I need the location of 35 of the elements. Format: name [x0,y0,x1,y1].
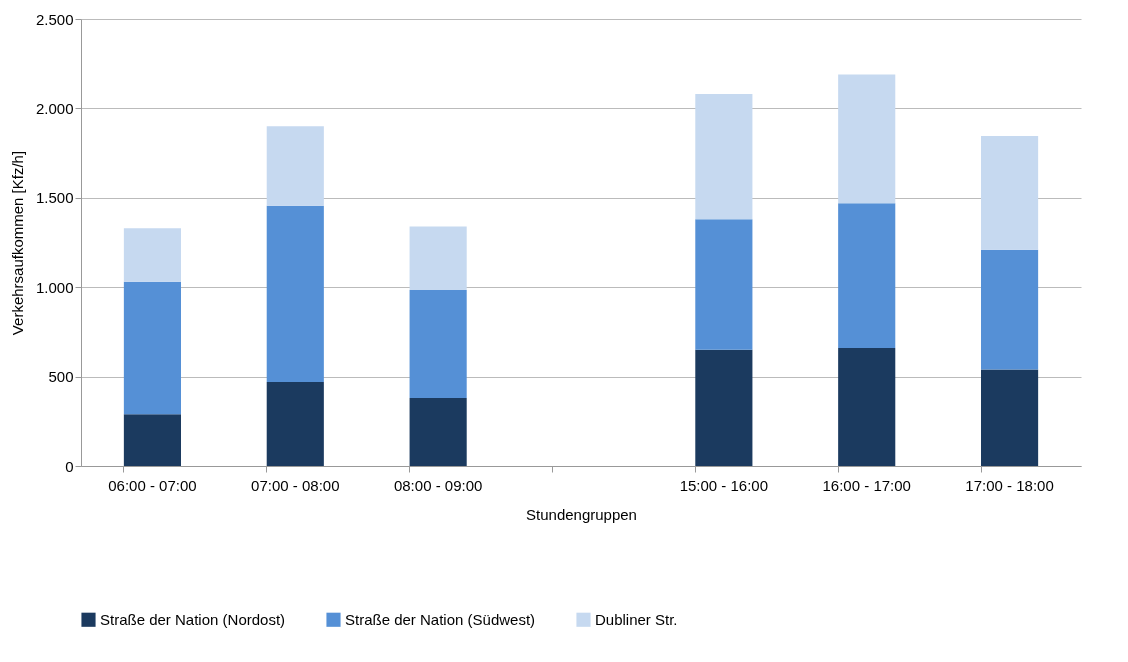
x-tick-label: 08:00 - 09:00 [393,476,483,494]
bar [838,74,896,204]
y-tick-label: 500 [48,368,74,386]
legend-label: Dubliner Str. [595,610,678,628]
y-tick-label: 1.000 [35,278,74,296]
y-tick-label: 1.500 [35,189,74,207]
y-tick-label: 2.000 [35,99,74,117]
bar [838,203,896,348]
x-tick-label: 06:00 - 07:00 [108,476,197,494]
bar [123,414,181,466]
y-axis-title: Verkehrsaufkommen [Kfz/h] [8,150,26,336]
bar [266,381,324,466]
bar [266,126,324,206]
bar [123,281,181,415]
bar [695,94,753,220]
bar [409,289,467,399]
bar [838,347,896,466]
bar [266,205,324,382]
x-tick-label: 17:00 - 18:00 [965,476,1054,494]
bar [695,349,753,466]
y-tick-label: 2.500 [35,10,74,28]
x-tick-label: 07:00 - 08:00 [251,476,340,494]
bar [123,228,181,282]
x-tick-label: 16:00 - 17:00 [822,476,911,494]
legend-label: Straße der Nation (Nordost) [100,610,286,628]
bar [409,226,467,290]
bar [981,249,1039,370]
bar [695,219,753,350]
bar [981,136,1039,250]
bar [409,398,467,466]
x-tick-label: 15:00 - 16:00 [679,476,769,494]
y-tick-label: 0 [65,457,74,475]
x-axis-title: Stundengruppen [526,505,637,523]
legend-label: Straße der Nation (Südwest) [345,610,536,628]
bar [981,369,1039,466]
